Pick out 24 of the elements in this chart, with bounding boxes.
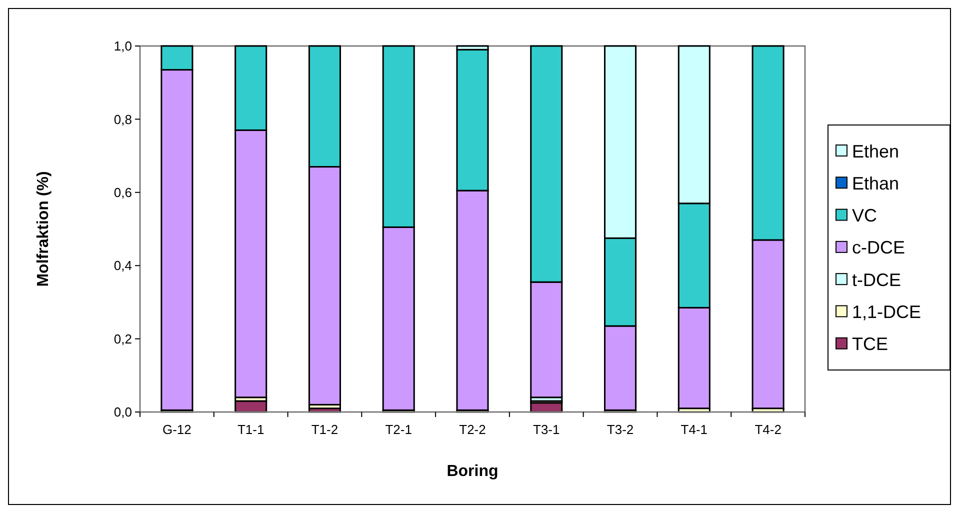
- y-tick-label: 0,0: [114, 404, 132, 420]
- y-tick-label: 0,4: [114, 258, 132, 274]
- legend-label: t-DCE: [852, 270, 901, 290]
- y-tick-label: 0,6: [114, 184, 132, 200]
- x-tick-label: T2-1: [385, 422, 412, 437]
- x-tick-label: T2-2: [459, 422, 486, 437]
- legend-label: VC: [852, 206, 878, 226]
- x-tick-label: G-12: [162, 422, 192, 437]
- y-tick-label: 1,0: [114, 38, 132, 54]
- y-tick-label: 0,8: [114, 112, 132, 127]
- x-tick-label: T1-1: [237, 422, 264, 437]
- y-tick-label: 0,2: [114, 331, 132, 346]
- x-tick-label: T4-1: [680, 422, 708, 437]
- legend-label: Ethan: [852, 173, 900, 194]
- x-axis-title: Boring: [446, 463, 498, 480]
- y-axis-title: Molfraktion (%): [35, 171, 52, 287]
- x-tick-label: T3-2: [606, 422, 634, 437]
- legend-label: TCE: [852, 334, 888, 354]
- x-tick-label: T3-1: [533, 422, 560, 437]
- x-tick-label: T1-2: [311, 422, 338, 437]
- x-tick-label: T4-2: [754, 422, 782, 437]
- legend-label: 1,1-DCE: [852, 302, 922, 322]
- legend-label: Ethen: [852, 141, 900, 162]
- legend-label: c-DCE: [852, 238, 905, 258]
